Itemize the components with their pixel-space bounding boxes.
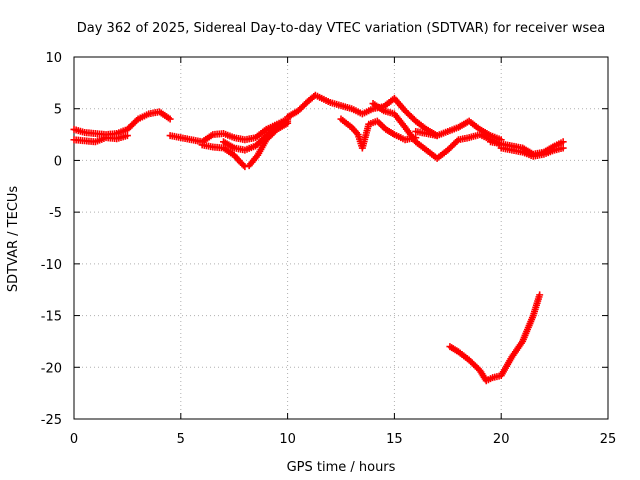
data-point xyxy=(559,144,567,152)
x-tick-label: 25 xyxy=(600,432,617,447)
y-tick-label: -10 xyxy=(41,258,62,273)
y-tick-label: -20 xyxy=(41,361,62,376)
data-point xyxy=(536,291,544,299)
y-tick-label: -5 xyxy=(49,206,62,221)
series-track-negative-arc xyxy=(446,291,544,385)
x-tick-labels: 0 5 10 15 20 25 xyxy=(70,432,616,447)
data-point xyxy=(559,138,567,146)
data-point xyxy=(241,163,249,171)
series-track-dip-a xyxy=(198,141,249,171)
series-track-early-upper xyxy=(70,108,174,139)
y-tick-label: -15 xyxy=(41,310,62,325)
y-axis-label: SDTVAR / TECUs xyxy=(6,186,21,293)
y-tick-labels: 10 5 0 -5 -10 -15 -20 -25 xyxy=(41,51,62,428)
x-tick-label: 5 xyxy=(177,432,185,447)
series-track-evening-lower xyxy=(497,144,567,160)
data-point xyxy=(166,115,174,123)
data-point xyxy=(123,132,131,140)
grid-lines xyxy=(74,57,608,419)
plot-frame xyxy=(73,56,609,420)
x-axis-label: GPS time / hours xyxy=(287,460,396,475)
data-point xyxy=(453,137,461,145)
data-point xyxy=(284,119,292,127)
chart-title: Day 362 of 2025, Sidereal Day-to-day VTE… xyxy=(77,21,606,36)
x-tick-label: 0 xyxy=(70,432,78,447)
x-tick-label: 10 xyxy=(279,432,296,447)
axes xyxy=(73,56,609,420)
x-tick-label: 20 xyxy=(493,432,510,447)
series-track-midday-lower xyxy=(337,115,420,152)
series-track-dip-c xyxy=(245,119,292,170)
data-marks xyxy=(70,91,567,385)
data-point xyxy=(133,117,141,125)
y-tick-label: -25 xyxy=(41,413,62,428)
y-tick-label: 5 xyxy=(54,103,62,118)
y-tick-label: 10 xyxy=(45,51,62,66)
x-tick-label: 15 xyxy=(386,432,403,447)
series-track-early-lower xyxy=(70,132,131,146)
y-tick-label: 0 xyxy=(54,154,62,169)
